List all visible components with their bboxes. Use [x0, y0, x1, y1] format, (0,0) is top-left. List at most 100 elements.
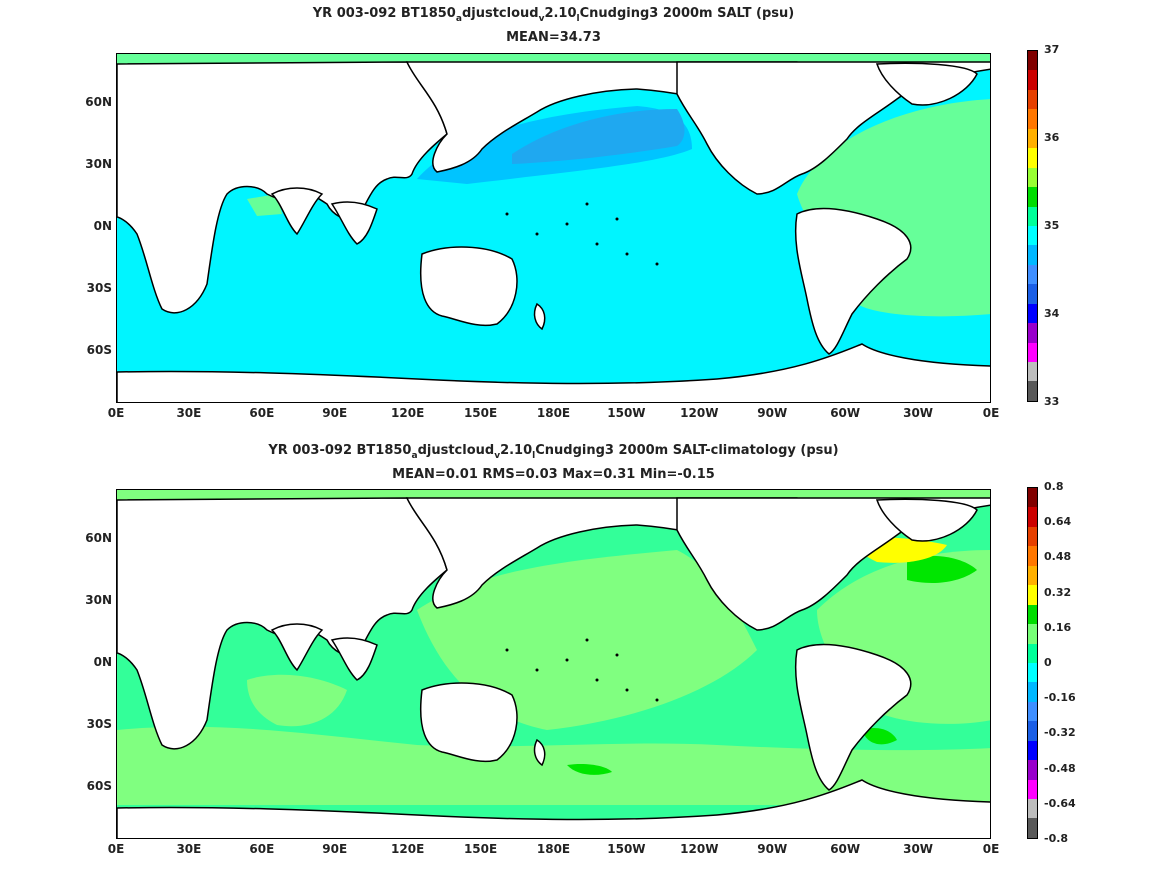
colorbar-segment — [1028, 148, 1037, 168]
chart-2-y-tick: 30N — [85, 592, 112, 607]
newzealand-landmass-2 — [533, 738, 546, 767]
chart-1-x-tick: 120E — [391, 406, 425, 420]
colorbar-label: 0.16 — [1044, 620, 1072, 634]
colorbar-label: 34 — [1044, 307, 1060, 320]
anomaly-pos-southern — [117, 726, 990, 805]
colorbar-label: 35 — [1044, 219, 1060, 232]
chart-1-x-tick: 150W — [607, 406, 646, 420]
chart-2-colorbar — [1027, 487, 1038, 839]
colorbar-label: 37 — [1044, 43, 1060, 56]
anomaly-strong-southern-spot — [567, 763, 612, 775]
colorbar-segment — [1028, 818, 1037, 838]
colorbar-label: 0.8 — [1044, 480, 1064, 493]
colorbar-segment — [1028, 51, 1037, 71]
colorbar-segment — [1028, 565, 1037, 586]
chart-1-x-tick: 60E — [249, 406, 275, 420]
colorbar-segment — [1028, 526, 1037, 547]
colorbar-label: -0.32 — [1044, 726, 1076, 740]
colorbar-segment — [1028, 323, 1037, 343]
newzealand-landmass — [533, 302, 546, 331]
colorbar-segment — [1028, 245, 1037, 265]
colorbar-segment — [1028, 643, 1037, 663]
southeast-asia-landmass-2 — [330, 637, 378, 681]
chart-2-y-tick: 60N — [85, 530, 112, 545]
chart-1-x-tick: 0E — [982, 406, 1000, 420]
colorbar-segment — [1028, 488, 1037, 508]
colorbar-segment — [1028, 507, 1037, 527]
chart-1-y-tick: 30N — [85, 156, 112, 171]
chart-2-x-tick: 180E — [536, 842, 571, 856]
india-landmass — [270, 187, 324, 236]
colorbar-segment — [1028, 206, 1037, 226]
chart-1-title: YR 003-092 BT1850adjustcloudv2.10lCnudgi… — [312, 6, 795, 24]
chart-1-x-tick: 180E — [536, 406, 571, 420]
chart-2-y-tick: 60S — [86, 779, 112, 794]
colorbar-segment — [1028, 167, 1037, 188]
australia-landmass-2 — [420, 682, 518, 763]
australia-landmass — [420, 246, 518, 327]
chart-1-x-tick: 30W — [903, 406, 934, 420]
colorbar-segment — [1028, 342, 1037, 362]
chart-1-x-tick: 90W — [757, 406, 788, 420]
colorbar-label: -0.64 — [1044, 796, 1076, 810]
chart-2-x-tick: 90E — [322, 842, 348, 856]
colorbar-segment — [1028, 284, 1037, 304]
anomaly-pos-indian — [247, 674, 347, 727]
colorbar-label: -0.8 — [1044, 832, 1069, 845]
colorbar-label: 0.48 — [1044, 550, 1072, 564]
colorbar-label: 0.32 — [1044, 585, 1072, 599]
chart-2-x-tick: 30W — [903, 842, 934, 856]
colorbar-segment — [1028, 264, 1037, 285]
chart-1-subtitle: MEAN=34.73 — [506, 30, 601, 45]
colorbar-segment — [1028, 760, 1037, 780]
pacific-island-dots — [505, 202, 659, 266]
antarctica-landmass — [117, 343, 990, 402]
chart-1-y-tick: 30S — [86, 281, 112, 296]
chart-1-y-tick: 60N — [85, 94, 112, 109]
colorbar-label: 33 — [1044, 395, 1060, 408]
colorbar-segment — [1028, 585, 1037, 605]
chart-2-x-tick: 150E — [463, 842, 498, 856]
colorbar-segment — [1028, 740, 1037, 761]
colorbar-segment — [1028, 799, 1037, 819]
southeast-asia-landmass — [330, 201, 378, 245]
greenland-landmass — [875, 62, 978, 106]
colorbar-label: 36 — [1044, 131, 1060, 144]
chart-1-x-tick: 150E — [463, 406, 498, 420]
chart-1-x-tick: 120W — [680, 406, 719, 420]
anomaly-strong-labsea — [907, 555, 977, 583]
chart-1-x-tick: 90E — [322, 406, 348, 420]
colorbar-segment — [1028, 604, 1037, 625]
chart-1-y-tick: 0N — [93, 218, 112, 233]
chart-1-colorbar — [1027, 50, 1038, 402]
arabian-sea — [247, 194, 282, 216]
pacific-island-dots-2 — [505, 638, 659, 702]
colorbar-label: -0.16 — [1044, 691, 1076, 705]
antarctica-landmass-2 — [117, 779, 990, 838]
south-america-landmass-2 — [794, 643, 912, 791]
colorbar-segment — [1028, 546, 1037, 566]
colorbar-segment — [1028, 89, 1037, 110]
colorbar-segment — [1028, 70, 1037, 90]
chart-1-x-tick: 60W — [830, 406, 861, 420]
colorbar-segment — [1028, 682, 1037, 702]
colorbar-segment — [1028, 701, 1037, 722]
india-landmass-2 — [270, 623, 324, 672]
chart-2-title: YR 003-092 BT1850adjustcloudv2.10lCnudgi… — [268, 443, 839, 461]
colorbar-segment — [1028, 109, 1037, 129]
south-america-landmass — [794, 207, 912, 355]
colorbar-label: 0 — [1044, 656, 1052, 669]
anomaly-strong-south — [862, 728, 897, 745]
chart-2-x-tick: 0E — [982, 842, 1000, 856]
chart-1-x-tick: 0E — [107, 406, 125, 420]
chart-1-map — [116, 53, 991, 403]
colorbar-label: -0.48 — [1044, 761, 1076, 775]
chart-2-x-tick: 60W — [830, 842, 861, 856]
chart-2-x-tick: 90W — [757, 842, 788, 856]
chart-2-x-tick: 120E — [391, 842, 425, 856]
chart-2-subtitle: MEAN=0.01 RMS=0.03 Max=0.31 Min=-0.15 — [392, 467, 715, 482]
colorbar-segment — [1028, 381, 1037, 401]
chart-2-x-tick: 30E — [176, 842, 202, 856]
colorbar-segment — [1028, 779, 1037, 799]
chart-2-y-tick: 30S — [86, 717, 112, 732]
